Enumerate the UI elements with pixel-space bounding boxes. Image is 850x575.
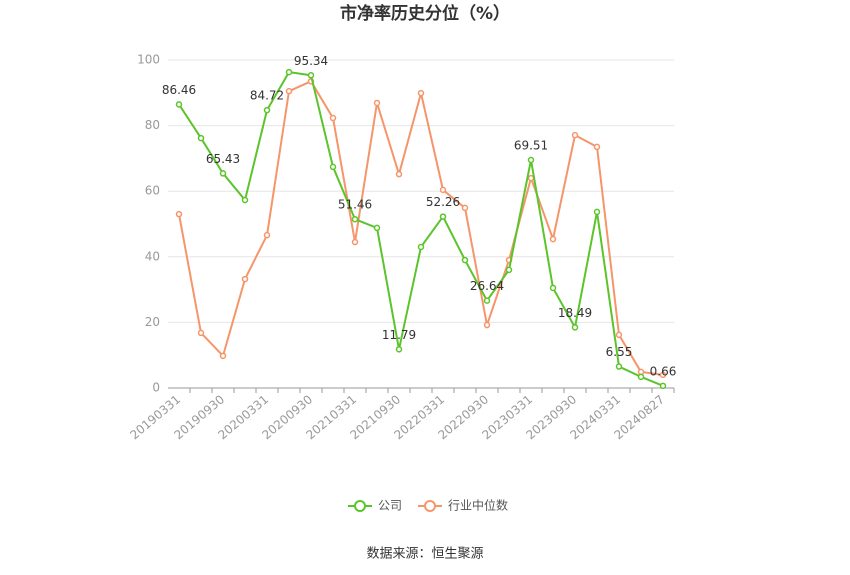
y-tick-label: 0 [152,381,160,395]
value-label: 0.66 [650,364,677,378]
value-label: 18.49 [558,306,592,320]
data-point [175,210,183,218]
chart-title: 市净率历史分位（%） [340,3,510,24]
value-label: 84.72 [250,89,284,103]
legend-label: 公司 [378,499,402,513]
data-point [395,346,403,353]
value-label: 26.64 [470,279,504,293]
data-point [329,163,337,171]
y-tick-label: 60 [145,184,160,198]
data-point [461,256,469,264]
legend-label: 行业中位数 [448,498,508,513]
data-point [197,329,205,337]
data-point [219,170,227,177]
data-point [373,99,381,107]
data-point [307,72,315,79]
data-point [241,196,249,204]
data-point [659,382,667,390]
data-point [527,174,535,182]
data-point [615,363,623,370]
y-tick-label: 20 [145,315,160,329]
data-point [483,297,491,304]
value-label: 52.26 [426,195,460,209]
data-point [395,170,403,178]
legend-marker [424,500,436,512]
data-point [417,89,425,97]
data-point [549,235,557,243]
series-line [178,71,664,387]
value-label: 65.43 [206,152,240,166]
value-label: 51.46 [338,198,372,212]
value-label: 11.79 [382,328,416,342]
data-point [439,213,447,220]
data-point [483,321,491,329]
data-point [197,134,205,142]
data-point [329,114,337,122]
data-point [593,143,601,151]
legend-marker [354,500,366,512]
value-label: 95.34 [294,54,328,68]
data-point [373,224,381,232]
y-tick-label: 100 [137,53,160,67]
data-point [439,186,447,194]
value-label: 69.51 [514,139,548,153]
data-point [549,284,557,292]
data-point [263,231,271,239]
data-point [417,243,425,251]
y-tick-label: 40 [145,249,160,263]
data-point [175,101,183,108]
data-point [637,373,645,381]
data-point [527,156,535,164]
value-label: 6.55 [606,345,633,359]
data-point [285,87,293,95]
data-point [285,68,293,76]
data-point [505,266,513,274]
source: 数据来源：恒生聚源 [366,547,483,562]
data-point [351,215,359,223]
data-point [615,331,623,339]
data-point [461,204,469,212]
data-point [263,106,271,114]
data-point [219,352,227,360]
data-point [351,238,359,246]
data-point [241,275,249,283]
y-tick-label: 80 [145,118,160,132]
data-point [593,208,601,216]
data-point [571,324,579,331]
data-point [571,131,579,139]
value-label: 86.46 [162,83,196,97]
data-point [659,371,667,379]
